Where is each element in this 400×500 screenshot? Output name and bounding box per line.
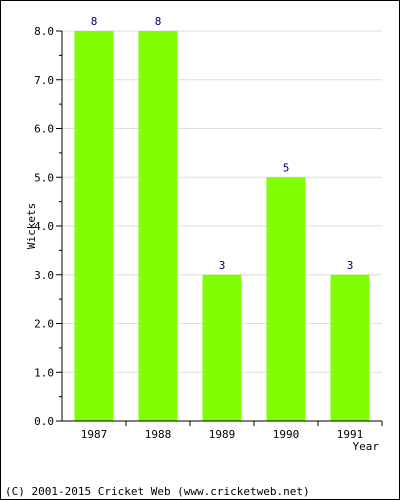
x-tick-label: 1990 [273,428,300,441]
x-axis-label: Year [353,440,380,453]
y-tick-label: 1.0 [34,366,54,379]
y-tick-label: 5.0 [34,171,54,184]
bar [266,177,306,421]
x-tick-label: 1988 [145,428,172,441]
axes [56,30,383,426]
y-tick-label: 4.0 [34,220,54,233]
bar [138,31,178,421]
x-tick-label: 1987 [81,428,108,441]
bars [74,31,370,421]
y-tick-label: 8.0 [34,25,54,38]
bar [202,274,242,421]
labels: 0.0 1.0 2.0 3.0 4.0 5.0 6.0 7.0 8.0 8 1987 8 1988 3 19… [34,15,363,441]
bar-value-label: 5 [283,161,290,174]
y-tick-label: 6.0 [34,123,54,136]
bar [330,274,370,421]
x-tick-label: 1989 [209,428,236,441]
bar-value-label: 8 [91,15,98,28]
y-axis-label: Wickets [25,203,38,249]
y-tick-label: 2.0 [34,318,54,331]
y-tick-label: 7.0 [34,74,54,87]
y-tick-label: 0.0 [34,415,54,428]
bar [74,31,114,421]
copyright-footer: (C) 2001-2015 Cricket Web (www.cricketwe… [5,485,310,498]
y-tick-label: 3.0 [34,269,54,282]
bar-value-label: 3 [219,259,226,272]
x-tick-label: 1991 [337,428,364,441]
bar-value-label: 8 [155,15,162,28]
bar-value-label: 3 [347,259,354,272]
